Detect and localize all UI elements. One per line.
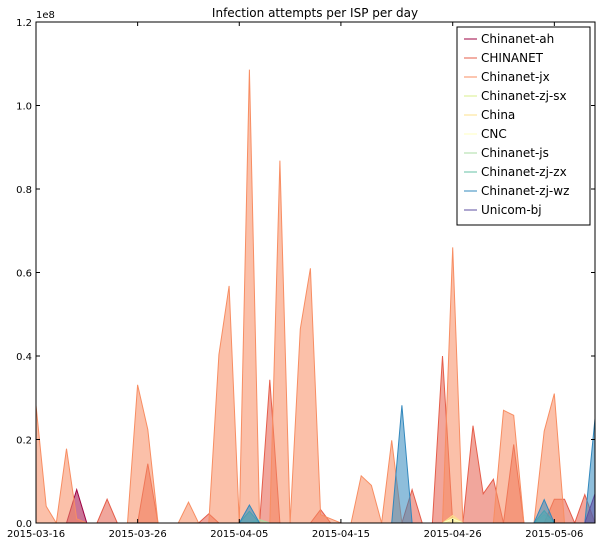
y-offset-label: 1e8	[36, 10, 55, 21]
legend-label: Chinanet-zj-zx	[481, 165, 567, 179]
series-area-unicom-bj	[584, 492, 595, 523]
y-tick-label: 0.4	[16, 352, 32, 363]
chart-title: Infection attempts per ISP per day	[212, 6, 418, 20]
y-tick-label: 0.8	[16, 185, 32, 196]
legend-label: Unicom-bj	[481, 203, 542, 217]
y-tick-label: 1.2	[16, 18, 32, 29]
legend-label: Chinanet-zj-wz	[481, 184, 569, 198]
x-tick-label: 2015-04-05	[210, 529, 268, 540]
y-axis: 0.0 0.2 0.4 0.6 0.8 1.0 1.2	[16, 18, 595, 530]
legend-label: Chinanet-js	[481, 146, 549, 160]
legend-label: Chinanet-zj-sx	[481, 89, 567, 103]
x-tick-label: 2015-03-26	[109, 529, 167, 540]
legend-label: CNC	[481, 127, 507, 141]
series-area-chinanet-zj-wz	[238, 405, 595, 523]
x-axis: 2015-03-16 2015-03-26 2015-04-05 2015-04-15…	[7, 22, 583, 540]
legend-label: CHINANET	[481, 51, 544, 65]
x-tick-label: 2015-03-16	[7, 529, 65, 540]
legend-box	[456, 26, 591, 226]
chart-areas	[36, 69, 595, 523]
series-area-chinanet-jx	[36, 69, 595, 523]
legend-label: Chinanet-ah	[481, 32, 554, 46]
x-tick-label: 2015-04-26	[424, 529, 482, 540]
y-tick-label: 0.0	[16, 519, 32, 530]
y-tick-label: 0.6	[16, 269, 32, 280]
x-tick-label: 2015-05-06	[525, 529, 583, 540]
x-tick-label: 2015-04-15	[312, 529, 370, 540]
legend: Chinanet-ah CHINANET Chinanet-jx Chinanet-z…	[456, 26, 591, 226]
y-tick-label: 1.0	[16, 102, 32, 113]
legend-label: Chinanet-jx	[481, 70, 550, 84]
y-tick-label: 0.2	[16, 436, 32, 447]
legend-label: China	[481, 108, 515, 122]
